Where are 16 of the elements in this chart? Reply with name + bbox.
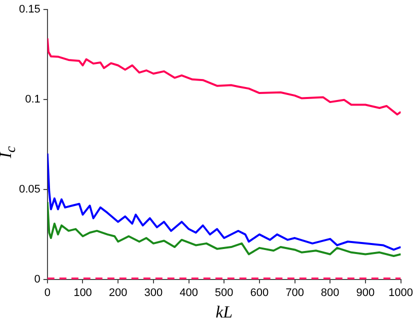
y-tick-label: 0.1 [25, 94, 40, 106]
x-tick-label: 100 [74, 287, 92, 300]
x-tick-label: 700 [286, 287, 304, 300]
x-tick-label: 800 [320, 287, 340, 300]
x-tick-label: 0 [44, 287, 50, 300]
x-tick-label: 1000 [388, 287, 414, 300]
x-tick-label: 300 [144, 287, 163, 300]
x-tick-label: 900 [356, 287, 375, 300]
x-tick-label: 200 [108, 287, 128, 300]
x-tick-label: 400 [180, 287, 198, 300]
y-tick-label: 0.05 [18, 184, 40, 196]
y-tick-label: 0 [34, 273, 40, 286]
x-tick-label: 600 [250, 287, 269, 300]
x-axis-title: kL [216, 302, 233, 322]
x-tick-label: 500 [214, 287, 234, 300]
y-tick-label: 0.15 [18, 4, 40, 16]
